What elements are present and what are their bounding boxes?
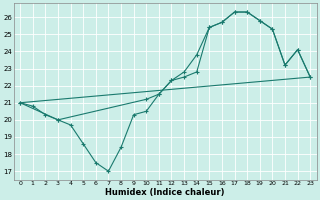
- X-axis label: Humidex (Indice chaleur): Humidex (Indice chaleur): [106, 188, 225, 197]
